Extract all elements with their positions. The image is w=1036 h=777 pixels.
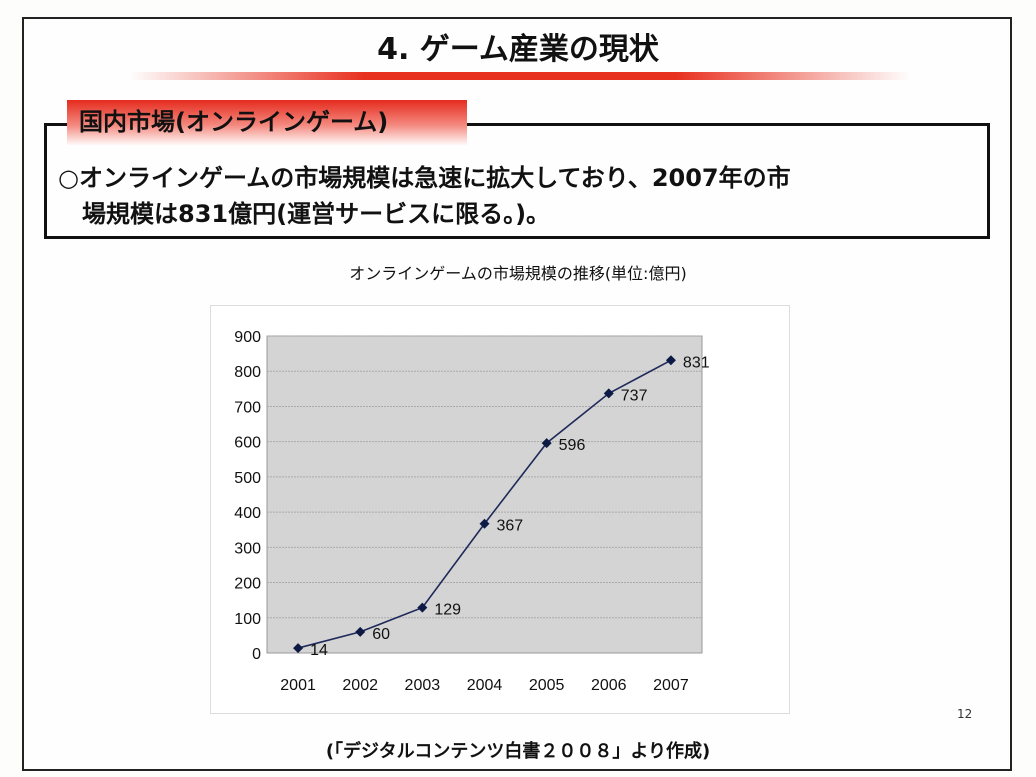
y-tick-label: 800 (234, 364, 261, 381)
chart-title: オンラインゲームの市場規模の推移(単位:億円) (349, 264, 687, 283)
x-tick-label: 2001 (280, 677, 316, 694)
summary-box (44, 123, 990, 239)
y-tick-label: 700 (234, 399, 261, 416)
data-point (665, 355, 676, 366)
source-note: (「デジタルコンテンツ白書２００８」より作成) (325, 741, 711, 762)
data-point (603, 388, 614, 399)
slide-title: 4. ゲーム産業の現状 (377, 32, 659, 67)
data-label: 129 (434, 602, 461, 619)
x-tick-label: 2002 (342, 677, 378, 694)
data-label: 60 (372, 626, 390, 643)
x-tick-label: 2006 (591, 677, 627, 694)
summary-text: ○オンラインゲームの市場規模は急速に拡大しており、2007年の市 場規模は831… (58, 160, 978, 232)
y-tick-label: 300 (234, 540, 261, 557)
y-tick-label: 900 (234, 329, 261, 346)
data-point (293, 643, 304, 654)
x-tick-label: 2003 (405, 677, 441, 694)
y-tick-label: 0 (252, 646, 261, 663)
y-tick-label: 600 (234, 435, 261, 452)
y-tick-label: 400 (234, 505, 261, 522)
x-tick-label: 2007 (653, 677, 689, 694)
data-point (355, 626, 366, 637)
summary-line-2: 場規模は831億円(運営サービスに限る。)。 (58, 200, 551, 228)
plot-area (266, 335, 703, 654)
x-tick-label: 2004 (467, 677, 503, 694)
x-tick-label: 2005 (529, 677, 565, 694)
data-point (541, 438, 552, 449)
data-label: 737 (621, 387, 648, 404)
y-tick-label: 100 (234, 611, 261, 628)
page-number: 12 (957, 707, 973, 721)
data-label: 596 (559, 437, 586, 454)
y-tick-label: 200 (234, 576, 261, 593)
summary-line-1: ○オンラインゲームの市場規模は急速に拡大しており、2007年の市 (58, 164, 791, 192)
y-tick-label: 500 (234, 470, 261, 487)
data-label: 367 (497, 518, 524, 535)
data-point (417, 602, 428, 613)
section-tab: 国内市場(オンラインゲーム) (67, 100, 467, 146)
data-label: 831 (683, 354, 710, 371)
data-point (479, 518, 490, 529)
data-label: 14 (310, 642, 328, 659)
title-underline (130, 72, 910, 80)
